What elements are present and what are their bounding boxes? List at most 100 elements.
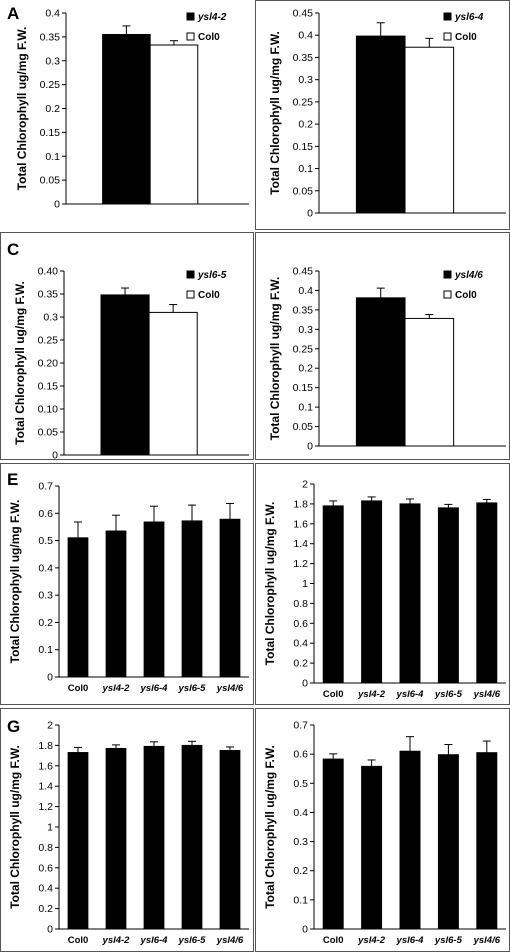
y-tick-label: 0.2 — [45, 103, 60, 115]
legend-label: ysl4/6 — [454, 270, 483, 281]
y-tick-label: 0.4 — [298, 285, 313, 297]
panel-label: G — [7, 717, 20, 736]
chart-svg: G Total Chlorophyll ug/mg F.W. 0 0.2 0.4 0.6 0… — [7, 717, 249, 946]
y-tick-label: 0.2 — [293, 865, 308, 877]
y-axis-label: Total Chlorophyll ug/mg F.W. — [268, 31, 282, 195]
y-tick-label: 0 — [302, 924, 308, 936]
y-tick-label: 0.3 — [293, 836, 308, 848]
y-tick-label: 0.1 — [298, 402, 313, 414]
x-category-label: Col0 — [323, 689, 344, 700]
y-tick-label: 0.25 — [40, 79, 61, 91]
y-tick-label: 0.1 — [45, 151, 60, 163]
legend-label: Col0 — [198, 290, 220, 301]
bar-ysl6-5 — [181, 520, 203, 678]
x-category-label: ysl6-5 — [178, 935, 207, 946]
chart-panel-d: DTotal Chlorophyll ug/mg F.W.00.050.10.1… — [255, 232, 510, 460]
y-tick-label: 0.15 — [293, 141, 314, 153]
y-tick-label: 0.05 — [293, 185, 314, 197]
x-category-label: ysl6-4 — [396, 689, 425, 700]
legend-swatch — [186, 12, 195, 21]
y-tick-label: 0.3 — [298, 74, 313, 86]
x-category-label: ysl4-2 — [102, 935, 131, 946]
y-tick-label: 0.6 — [293, 749, 308, 761]
y-tick-label: 0.35 — [40, 31, 61, 43]
bar-ysl4-6 — [219, 750, 241, 930]
y-tick-label: 0.3 — [45, 55, 60, 67]
bar-ysl6-4 — [143, 521, 165, 678]
y-tick-label: 0.15 — [40, 127, 61, 139]
y-tick-label: 0.5 — [38, 535, 53, 547]
y-tick-label: 0.2 — [298, 363, 313, 375]
legend-label: Col0 — [455, 290, 477, 301]
chart-panel-b: BTotal Chlorophyll ug/mg F.W.00.050.10.1… — [255, 0, 510, 230]
x-category-label: ysl4-2 — [357, 935, 386, 946]
y-tick-label: 1 — [47, 822, 53, 834]
y-tick-label: 1.2 — [293, 558, 308, 570]
y-tick-label: 0.15 — [38, 381, 59, 393]
y-tick-label: 2 — [302, 479, 308, 491]
y-tick-label: 0.15 — [293, 382, 314, 394]
y-tick-label: 1.2 — [38, 801, 53, 813]
y-tick-label: 0.05 — [40, 175, 61, 187]
y-tick-label: 1 — [302, 578, 308, 590]
y-axis-label: Total Chlorophyll ug/mg F.W. — [13, 281, 27, 445]
bar-ysl4-6 — [219, 518, 241, 678]
y-tick-label: 0.1 — [298, 163, 313, 175]
y-tick-label: 0.20 — [38, 358, 59, 370]
y-tick-label: 1.6 — [38, 760, 53, 772]
x-category-label: ysl6-5 — [434, 935, 463, 946]
chart-svg: HTotal Chlorophyll ug/mg F.W.00.10.20.30… — [263, 720, 506, 946]
x-category-label: ysl4/6 — [473, 935, 501, 946]
y-tick-label: 0.35 — [38, 289, 59, 301]
legend-swatch — [186, 290, 195, 299]
y-tick-label: 0 — [307, 441, 313, 453]
bar-ysl6-5 — [181, 744, 203, 930]
y-tick-label: 0.7 — [293, 720, 308, 732]
panel-label: C — [7, 240, 19, 259]
chart-panel-c: C Total Chlorophyll ug/mg F.W. 0 0.05 0.10 0.… — [0, 232, 254, 460]
y-tick-label: 0.6 — [38, 862, 53, 874]
y-tick-label: 0.40 — [38, 266, 59, 278]
x-category-label: ysl4-2 — [357, 689, 386, 700]
bar-ysl6-5 — [100, 294, 150, 456]
bar-ysl4-6 — [355, 297, 406, 447]
y-tick-label: 0.35 — [293, 304, 314, 316]
y-tick-label: 0.4 — [45, 8, 60, 20]
bar-col0 — [67, 752, 89, 930]
y-tick-label: 0.4 — [38, 883, 53, 895]
y-tick-label: 0.45 — [293, 8, 314, 20]
y-tick-label: 0.2 — [38, 903, 53, 915]
y-tick-label: 1.6 — [293, 518, 308, 530]
panel-label: E — [7, 470, 18, 489]
y-tick-label: 1.4 — [38, 781, 53, 793]
bar-ysl4-6 — [476, 502, 498, 684]
y-tick-label: 0.4 — [293, 638, 308, 650]
chart-panel-f: FTotal Chlorophyll ug/mg F.W.00.20.40.60… — [255, 463, 510, 705]
bar-col0 — [322, 505, 344, 684]
y-tick-label: 0.25 — [293, 96, 314, 108]
y-tick-label: 0.3 — [43, 312, 58, 324]
y-tick-label: 0.3 — [298, 324, 313, 336]
x-category-label: ysl4-2 — [102, 683, 131, 694]
x-category-label: ysl6-5 — [178, 683, 207, 694]
x-category-label: ysl6-4 — [140, 935, 169, 946]
chart-svg: E Total Chlorophyll ug/mg F.W. 0 0.1 0.2 0.3 0… — [7, 470, 249, 694]
legend-swatch — [443, 270, 452, 279]
x-category-label: ysl6-4 — [140, 683, 169, 694]
bar-ysl4-2 — [102, 33, 151, 205]
legend-label: ysl6-5 — [197, 270, 227, 281]
y-axis-label: Total Chlorophyll ug/mg F.W. — [263, 745, 277, 909]
y-axis-label: Total Chlorophyll ug/mg F.W. — [8, 745, 22, 909]
legend-label: Col0 — [198, 32, 220, 43]
y-tick-label: 0.3 — [38, 590, 53, 602]
y-axis-label: Total Chlorophyll ug/mg F.W. — [263, 502, 277, 666]
x-category-label: ysl6-4 — [396, 935, 425, 946]
y-tick-label: 0 — [47, 924, 53, 936]
y-tick-label: 0.2 — [293, 658, 308, 670]
chart-panel-h: HTotal Chlorophyll ug/mg F.W.00.10.20.30… — [255, 708, 510, 952]
x-category-label: ysl4/6 — [473, 689, 501, 700]
chart-svg: BTotal Chlorophyll ug/mg F.W.00.050.10.1… — [268, 8, 506, 220]
bar-ysl6-5 — [437, 754, 459, 930]
chart-svg: DTotal Chlorophyll ug/mg F.W.00.050.10.1… — [268, 266, 506, 453]
y-tick-label: 0.4 — [38, 562, 53, 574]
